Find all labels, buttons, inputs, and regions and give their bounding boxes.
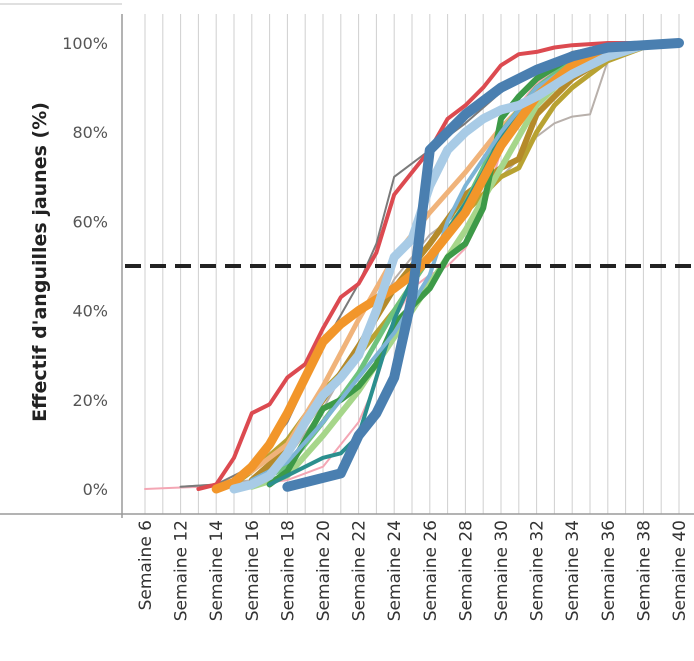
y-tick-label: 100% (62, 34, 108, 53)
x-tick-label: Semaine 16 (243, 520, 263, 621)
series-lines (144, 38, 684, 494)
axes (0, 3, 694, 518)
x-tick-label: Semaine 12 (172, 520, 192, 621)
y-axis-label: Effectif d'anguilles jaunes (%) (29, 102, 51, 422)
x-tick-label: Semaine 38 (634, 520, 654, 621)
x-tick-label: Semaine 30 (492, 520, 512, 621)
y-tick-labels: 0% 20% 40% 60% 80% 100% (62, 34, 108, 499)
x-tick-label: Semaine 36 (599, 520, 619, 621)
x-tick-label: Semaine 18 (278, 520, 298, 621)
x-tick-label: Semaine 14 (207, 520, 227, 621)
x-tick-label: Semaine 6 (136, 520, 156, 610)
y-tick-label: 80% (72, 123, 108, 142)
x-tick-label: Semaine 20 (314, 520, 334, 621)
series-line-12 (211, 38, 684, 494)
x-tick-label: Semaine 24 (385, 520, 405, 621)
x-tick-label: Semaine 28 (456, 520, 476, 621)
y-tick-label: 40% (72, 302, 108, 321)
x-tick-label: Semaine 34 (563, 520, 583, 621)
x-tick-label: Semaine 22 (350, 520, 370, 621)
y-tick-label: 60% (72, 212, 108, 231)
y-tick-label: 20% (72, 391, 108, 410)
x-tick-label: Semaine 26 (421, 520, 441, 621)
series-line-9 (266, 40, 682, 488)
x-tick-label: Semaine 40 (670, 520, 690, 621)
series-line-6 (231, 40, 682, 483)
series-line-3 (196, 41, 681, 491)
y-tick-label: 0% (83, 480, 108, 499)
series-line-14 (282, 38, 684, 492)
x-tick-label: Semaine 32 (528, 520, 548, 621)
x-tick-labels: Semaine 6 Semaine 12 Semaine 14 Semaine 16 S… (136, 520, 690, 621)
